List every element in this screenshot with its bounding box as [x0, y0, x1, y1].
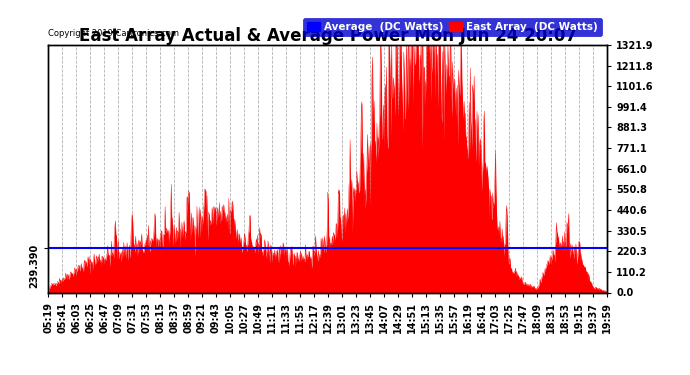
Title: East Array Actual & Average Power Mon Jun 24 20:07: East Array Actual & Average Power Mon Ju…	[79, 27, 577, 45]
Legend: Average  (DC Watts), East Array  (DC Watts): Average (DC Watts), East Array (DC Watts…	[303, 18, 602, 36]
Text: Copyright 2019 Cartronics.com: Copyright 2019 Cartronics.com	[48, 29, 179, 38]
